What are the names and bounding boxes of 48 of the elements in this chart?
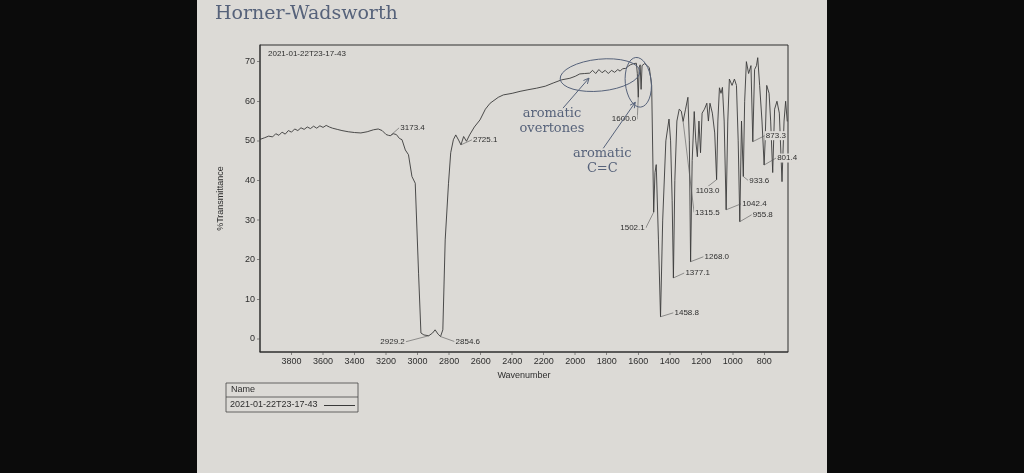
y-tick-label: 40 xyxy=(244,174,255,185)
x-tick-label: 1400 xyxy=(659,355,680,366)
y-tick-label: 30 xyxy=(244,214,255,225)
annotation: aromatic C=C xyxy=(573,145,632,176)
y-axis-title: %Transmittance xyxy=(215,166,226,231)
annotation: 1268.0 xyxy=(704,251,730,261)
x-tick-label: 2800 xyxy=(439,355,460,366)
annotation: aromatic overtones xyxy=(519,105,585,136)
legend-label: 2021-01-22T23-17-43 xyxy=(230,398,318,409)
y-tick-label: 70 xyxy=(244,56,255,67)
x-tick-label: 1600 xyxy=(628,355,649,366)
x-tick-label: 1800 xyxy=(596,355,617,366)
x-tick-label: 1200 xyxy=(691,355,712,366)
annotation: 801.4 xyxy=(777,153,798,163)
annotation: 1103.0 xyxy=(695,185,721,195)
y-tick-label: 0 xyxy=(249,333,255,344)
annotation: 873.3 xyxy=(765,130,787,140)
x-tick-label: 3800 xyxy=(281,355,302,366)
y-tick-label: 60 xyxy=(244,95,255,106)
y-tick-label: 10 xyxy=(244,293,255,304)
x-tick-label: 2200 xyxy=(533,355,554,366)
x-axis-title: Wavenumber xyxy=(497,370,551,381)
annotation: 1502.1 xyxy=(620,223,646,233)
annotation: 2854.6 xyxy=(455,336,481,346)
annotation: 1315.5 xyxy=(695,207,721,217)
x-tick-label: 3400 xyxy=(344,355,365,366)
annotation: 2929.2 xyxy=(380,336,406,346)
chart-title: Horner-Wadsworth xyxy=(215,1,398,23)
x-tick-label: 1000 xyxy=(722,355,743,366)
annotation: 3173.4 xyxy=(400,122,426,132)
annotation: 955.8 xyxy=(752,209,774,219)
x-tick-label: 3200 xyxy=(376,355,397,366)
x-tick-label: 3600 xyxy=(313,355,334,366)
annotation: 1600.0 xyxy=(611,114,637,124)
x-tick-label: 800 xyxy=(756,355,772,366)
y-tick-label: 20 xyxy=(244,254,255,265)
annotation: 1042.4 xyxy=(742,198,768,208)
x-tick-label: 2400 xyxy=(502,355,523,366)
x-tick-label: 3000 xyxy=(407,355,428,366)
annotation: 1458.8 xyxy=(674,307,700,317)
legend-title: Name xyxy=(231,384,256,395)
annotation: 933.6 xyxy=(749,175,770,185)
x-tick-label: 2600 xyxy=(470,355,491,366)
x-tick-label: 2000 xyxy=(565,355,586,366)
annotation: 2725.1 xyxy=(472,135,498,145)
text: 2021-01-22T23-17-43 xyxy=(268,49,347,59)
annotation: 1377.1 xyxy=(685,268,711,278)
y-tick-label: 50 xyxy=(244,135,255,146)
